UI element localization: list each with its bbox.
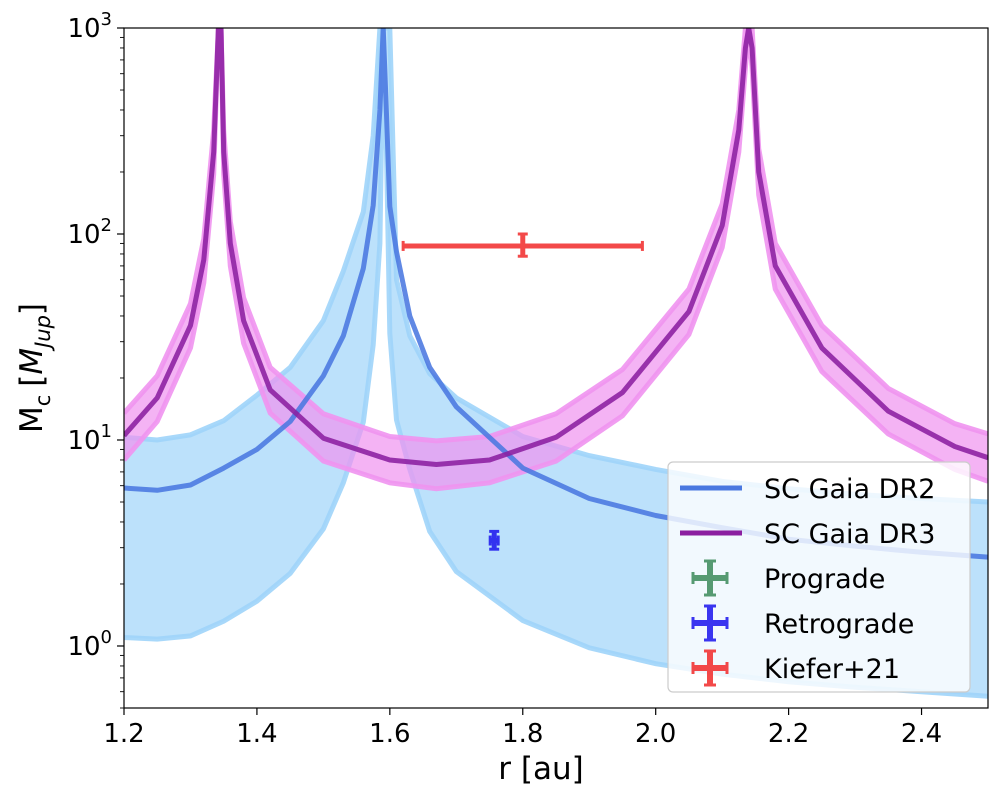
y-label-bracket-close: ] xyxy=(14,303,50,315)
y-axis: 100 101 102 103 xyxy=(67,9,124,709)
legend-swatch xyxy=(691,649,729,687)
y-tick-label: 103 xyxy=(67,9,112,44)
data-points xyxy=(401,232,644,551)
legend-label: Retrograde xyxy=(764,609,914,640)
legend-label: Kiefer+21 xyxy=(764,654,900,685)
y-tick-label: 100 xyxy=(67,627,112,662)
x-tick-label: 1.4 xyxy=(236,719,277,749)
legend-entry-prograde: Prograde xyxy=(691,559,885,597)
legend-entry-sc-gaia-dr2: SC Gaia DR2 xyxy=(680,474,935,505)
y-label-sub: c xyxy=(31,395,55,407)
kiefer-21-point xyxy=(401,232,644,258)
y-label-base: M xyxy=(14,406,50,433)
retrograde-point xyxy=(488,529,500,551)
x-tick-label: 2.0 xyxy=(635,719,676,749)
legend-entry-kiefer-21: Kiefer+21 xyxy=(691,649,900,687)
y-label-bracket-open: [ xyxy=(14,375,50,387)
legend-entry-retrograde: Retrograde xyxy=(691,604,914,642)
x-axis-label: r [au] xyxy=(498,751,583,787)
y-label-unit-base: M xyxy=(14,348,50,375)
y-axis-label: Mc[MJup] xyxy=(14,303,55,433)
legend: SC Gaia DR2 SC Gaia DR3 Prograde Retrograde… xyxy=(667,461,971,693)
y-label-unit-sub: Jup xyxy=(31,315,55,352)
legend-label: SC Gaia DR2 xyxy=(764,474,935,505)
plot-frame xyxy=(123,27,989,709)
legend-box xyxy=(667,461,971,693)
legend-swatch xyxy=(691,559,729,597)
x-axis: 1.2 1.4 1.6 1.8 2.0 2.2 2.4 xyxy=(103,708,942,749)
x-tick-label: 2.4 xyxy=(901,719,942,749)
x-tick-label: 1.6 xyxy=(369,719,410,749)
x-tick-label: 2.2 xyxy=(768,719,809,749)
legend-entry-sc-gaia-dr3: SC Gaia DR3 xyxy=(680,519,935,550)
sc-gaia-dr3-line xyxy=(124,28,988,467)
y-tick-label: 102 xyxy=(67,215,112,250)
legend-swatch xyxy=(691,604,729,642)
x-tick-label: 1.8 xyxy=(502,719,543,749)
legend-label: Prograde xyxy=(764,564,885,595)
legend-label: SC Gaia DR3 xyxy=(764,519,935,550)
y-tick-label: 101 xyxy=(67,421,112,456)
x-tick-label: 1.2 xyxy=(103,719,144,749)
